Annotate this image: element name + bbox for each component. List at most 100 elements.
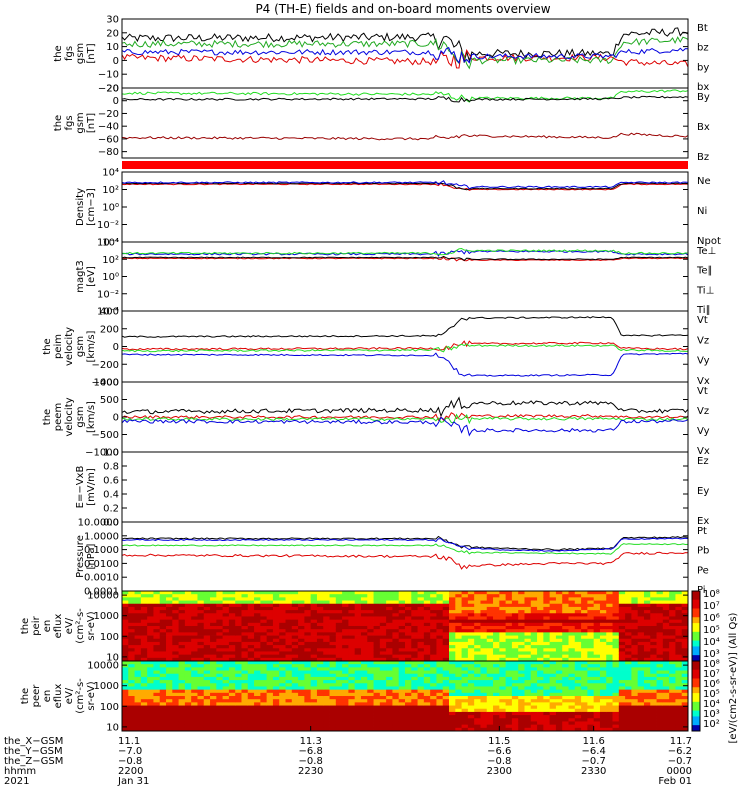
spectrogram-cell <box>316 661 324 665</box>
spectrogram-cell <box>166 619 173 624</box>
spectrogram-cell <box>386 673 393 678</box>
spectrogram-cell <box>524 657 532 662</box>
spectrogram-cell <box>417 591 425 595</box>
spectrogram-cell <box>436 667 444 671</box>
spectrogram-cell <box>360 597 368 601</box>
spectrogram-cell <box>386 594 393 598</box>
spectrogram-cell <box>637 606 645 611</box>
spectrogram-cell <box>430 711 437 716</box>
spectrogram-cell <box>675 702 683 706</box>
spectrogram-cell <box>342 616 349 621</box>
spectrogram-cell <box>612 648 620 652</box>
spectrogram-cell <box>323 603 330 608</box>
spectrogram-cell <box>505 711 513 716</box>
spectrogram-cell <box>304 699 312 703</box>
spectrogram-cell <box>543 629 551 633</box>
spectrogram-cell <box>486 638 494 643</box>
spectrogram-cell <box>235 594 242 598</box>
spectrogram-cell <box>643 594 651 598</box>
spectrogram-cell <box>360 613 368 617</box>
spectrogram-cell <box>405 661 412 665</box>
spectrogram-cell <box>555 638 563 643</box>
spectrogram-cell <box>272 648 280 652</box>
spectrogram-cell <box>524 641 532 646</box>
spectrogram-cell <box>254 654 261 659</box>
spectrogram-cell <box>335 600 343 605</box>
spectrogram-cell <box>354 657 362 662</box>
spectrogram-cell <box>197 613 205 617</box>
spectrogram-cell <box>587 635 595 640</box>
spectrogram-cell <box>656 629 664 633</box>
spectrogram-cell <box>398 651 406 656</box>
spectrogram-cell <box>266 600 274 605</box>
spectrogram-cell <box>166 600 173 605</box>
spectrogram-cell <box>266 711 274 716</box>
spectrogram-cell <box>474 715 481 719</box>
spectrogram-cell <box>279 641 286 646</box>
spectrogram-cell <box>486 606 494 611</box>
spectrogram-cell <box>373 661 381 665</box>
spectrogram-cell <box>373 686 381 691</box>
spectrogram-cell <box>323 708 330 713</box>
spectrogram-cell <box>210 718 217 722</box>
spectrogram-cell <box>618 696 626 700</box>
spectrogram-cell <box>499 594 507 598</box>
spectrogram-cell <box>549 600 557 605</box>
spectrogram-cell <box>235 676 242 681</box>
spectrogram-cell <box>166 702 173 706</box>
spectrogram-cell <box>260 645 268 649</box>
spectrogram-cell <box>316 670 324 675</box>
spectrogram-cell <box>392 724 400 729</box>
spectrogram-cell <box>147 594 154 598</box>
spectrogram-cell <box>279 702 286 706</box>
x-axis-row-label: the_X−GSM <box>4 736 63 747</box>
spectrogram-cell <box>235 603 242 608</box>
spectrogram-cell <box>625 699 632 703</box>
spectrogram-cell <box>574 727 582 732</box>
spectrogram-cell <box>562 654 569 659</box>
spectrogram-cell <box>241 667 249 671</box>
spectrogram-cell <box>235 645 242 649</box>
spectrogram-cell <box>147 657 154 662</box>
spectrogram-cell <box>499 711 507 716</box>
spectrogram-cell <box>486 651 494 656</box>
spectrogram-cell <box>643 657 651 662</box>
spectrogram-cell <box>511 626 519 630</box>
x-tick-label: −6.2 <box>668 746 692 757</box>
spectrogram-cell <box>329 626 337 630</box>
spectrogram-cell <box>216 603 224 608</box>
spectrogram-cell <box>140 651 148 656</box>
spectrogram-cell <box>656 626 664 630</box>
spectrogram-cell <box>348 610 356 614</box>
spectrogram-cell <box>637 715 645 719</box>
spectrogram-cell <box>618 610 626 614</box>
spectrogram-cell <box>480 721 488 726</box>
spectrogram-cell <box>291 635 299 640</box>
spectrogram-cell <box>178 606 186 611</box>
spectrogram-cell <box>625 705 632 710</box>
spectrogram-cell <box>398 597 406 601</box>
spectrogram-cell <box>662 591 670 595</box>
spectrogram-cell <box>650 661 657 665</box>
spectrogram-cell <box>467 724 475 729</box>
spectrogram-cell <box>549 686 557 691</box>
spectrogram-cell <box>140 600 148 605</box>
spectrogram-cell <box>228 702 236 706</box>
spectrogram-cell <box>631 702 639 706</box>
y-tick-label: 10⁻² <box>97 289 119 300</box>
spectrogram-cell <box>203 645 211 649</box>
spectrogram-cell <box>625 600 632 605</box>
spectrogram-cell <box>147 597 154 601</box>
spectrogram-cell <box>486 635 494 640</box>
spectrogram-cell <box>599 603 607 608</box>
spectrogram-cell <box>518 635 525 640</box>
spectrogram-cell <box>581 696 588 700</box>
spectrogram-cell <box>499 600 507 605</box>
spectrogram-cell <box>675 657 683 662</box>
spectrogram-cell <box>417 629 425 633</box>
spectrogram-cell <box>260 591 268 595</box>
spectrogram-cell <box>606 629 613 633</box>
spectrogram-cell <box>316 616 324 621</box>
spectrogram-cell <box>530 673 538 678</box>
spectrogram-cell <box>675 635 683 640</box>
